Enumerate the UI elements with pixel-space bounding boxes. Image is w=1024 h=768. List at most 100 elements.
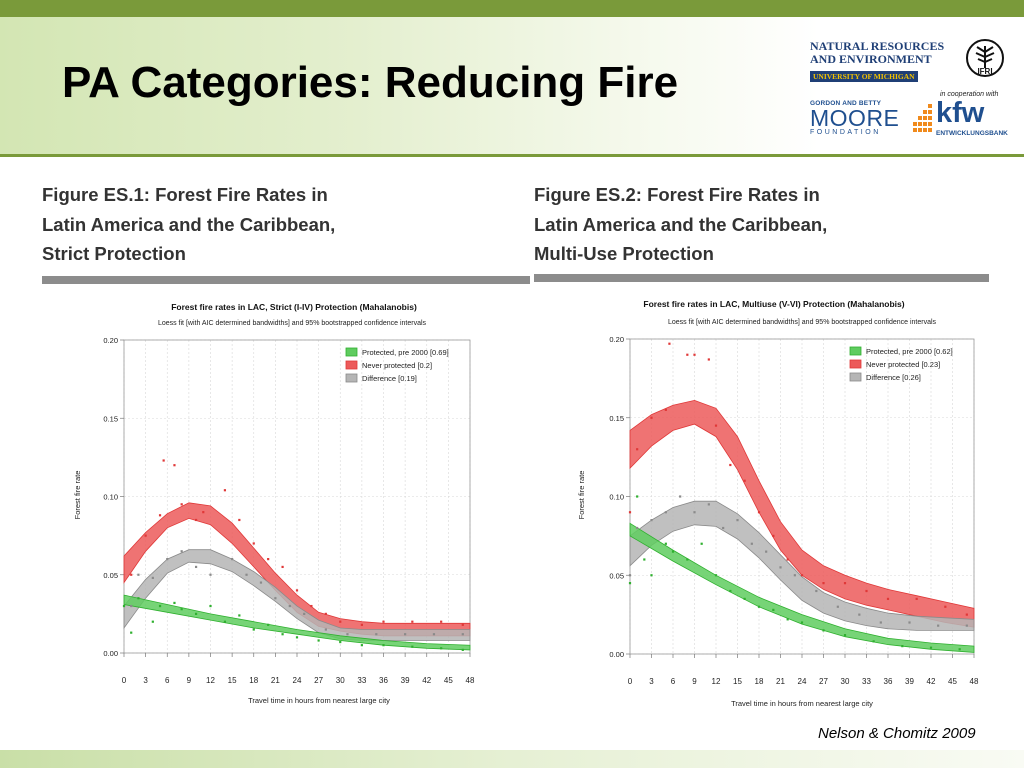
data-point bbox=[736, 519, 739, 522]
data-point bbox=[815, 589, 818, 593]
data-point bbox=[800, 621, 804, 624]
data-point bbox=[130, 631, 133, 634]
kfw-dots-icon bbox=[913, 104, 932, 132]
data-point bbox=[339, 640, 342, 644]
data-point bbox=[772, 534, 775, 537]
kfw-logo-sub: ENTWICKLUNGSBANK bbox=[936, 130, 1008, 137]
cooperation-text: in cooperation with bbox=[940, 91, 999, 98]
nre-logo-line2: AND ENVIRONMENT bbox=[810, 52, 932, 66]
data-point bbox=[130, 604, 133, 608]
moore-logo-name: MOORE bbox=[810, 105, 900, 131]
top-accent-bar bbox=[0, 0, 1024, 17]
x-tick-label: 36 bbox=[379, 676, 388, 685]
data-point bbox=[693, 353, 696, 356]
data-point bbox=[650, 416, 653, 419]
data-point bbox=[779, 566, 782, 569]
data-point bbox=[281, 633, 284, 636]
x-tick-label: 27 bbox=[819, 677, 828, 686]
data-point bbox=[223, 489, 227, 492]
data-point bbox=[324, 612, 327, 615]
x-axis-label: Travel time in hours from nearest large … bbox=[248, 696, 390, 705]
data-point bbox=[259, 581, 263, 584]
data-point bbox=[173, 464, 176, 467]
data-point bbox=[339, 620, 342, 623]
y-tick-label: 0.00 bbox=[609, 650, 624, 659]
data-point bbox=[757, 605, 761, 608]
chart-multiuse-svg: Forest fire rates in LAC, Multiuse (V-VI… bbox=[577, 299, 979, 708]
data-point bbox=[886, 597, 890, 600]
y-tick-label: 0.20 bbox=[609, 335, 624, 344]
data-point bbox=[664, 511, 667, 514]
x-tick-label: 6 bbox=[165, 676, 170, 685]
data-point bbox=[274, 597, 277, 600]
x-tick-label: 27 bbox=[314, 676, 323, 685]
data-point bbox=[872, 640, 875, 643]
y-tick-label: 0.10 bbox=[609, 493, 624, 502]
figure1-title-line: Latin America and the Caribbean, bbox=[42, 213, 336, 235]
x-tick-label: 0 bbox=[122, 676, 127, 685]
confidence-band bbox=[123, 549, 471, 641]
data-point bbox=[800, 574, 804, 577]
data-point bbox=[757, 511, 761, 514]
data-point bbox=[404, 633, 407, 636]
x-tick-label: 48 bbox=[466, 676, 475, 685]
data-point bbox=[786, 618, 789, 621]
data-point bbox=[714, 424, 718, 427]
x-tick-label: 6 bbox=[671, 677, 676, 686]
data-point bbox=[281, 565, 284, 569]
data-point bbox=[650, 519, 653, 522]
x-tick-label: 24 bbox=[798, 677, 807, 686]
x-tick-label: 0 bbox=[628, 677, 633, 686]
y-tick-label: 0.00 bbox=[103, 649, 118, 658]
data-point bbox=[411, 645, 414, 648]
data-point bbox=[679, 495, 682, 498]
header-divider bbox=[0, 154, 1024, 157]
chart-title: Forest fire rates in LAC, Strict (I-IV) … bbox=[171, 302, 417, 312]
legend-label: Never protected [0.23] bbox=[866, 360, 940, 369]
data-point bbox=[865, 589, 868, 593]
data-point bbox=[151, 576, 154, 579]
data-point bbox=[686, 353, 689, 356]
data-point bbox=[360, 623, 363, 626]
data-point bbox=[958, 648, 961, 651]
chart-strict-svg: Forest fire rates in LAC, Strict (I-IV) … bbox=[73, 302, 475, 705]
confidence-band bbox=[629, 522, 975, 653]
x-tick-label: 24 bbox=[293, 676, 302, 685]
data-point bbox=[324, 628, 327, 631]
x-tick-label: 36 bbox=[884, 677, 893, 686]
legend-label: Protected, pre 2000 [0.62] bbox=[866, 347, 953, 356]
x-tick-label: 15 bbox=[228, 676, 237, 685]
x-tick-label: 21 bbox=[271, 676, 280, 685]
data-point bbox=[765, 550, 768, 553]
data-point bbox=[267, 558, 270, 561]
data-point bbox=[267, 623, 270, 626]
data-point bbox=[194, 565, 198, 569]
x-tick-label: 30 bbox=[841, 677, 850, 686]
data-point bbox=[151, 620, 154, 623]
data-point bbox=[231, 558, 234, 561]
data-point bbox=[707, 358, 710, 361]
chart-subtitle: Loess fit [with AIC determined bandwidth… bbox=[668, 319, 937, 326]
data-point bbox=[238, 518, 241, 522]
data-point bbox=[295, 636, 299, 639]
data-point bbox=[650, 574, 653, 577]
x-tick-label: 30 bbox=[336, 676, 345, 685]
data-point bbox=[288, 604, 291, 608]
data-point bbox=[915, 597, 918, 600]
x-tick-label: 15 bbox=[733, 677, 742, 686]
ifri-logo-text: IFRI bbox=[977, 67, 992, 76]
x-tick-label: 12 bbox=[206, 676, 215, 685]
data-point bbox=[908, 621, 911, 624]
data-point bbox=[722, 526, 725, 530]
data-point bbox=[130, 573, 133, 576]
bottom-accent-bar bbox=[0, 750, 1024, 768]
x-tick-label: 42 bbox=[927, 677, 936, 686]
citation: Nelson & Chomitz 2009 bbox=[818, 725, 976, 742]
data-point bbox=[901, 645, 904, 648]
data-point bbox=[843, 634, 847, 637]
data-point bbox=[636, 448, 639, 451]
nre-logo-line3: UNIVERSITY OF MICHIGAN bbox=[810, 71, 918, 82]
data-point bbox=[937, 624, 940, 627]
data-point bbox=[194, 518, 198, 522]
figure2-title-line: Multi-Use Protection bbox=[534, 243, 714, 264]
